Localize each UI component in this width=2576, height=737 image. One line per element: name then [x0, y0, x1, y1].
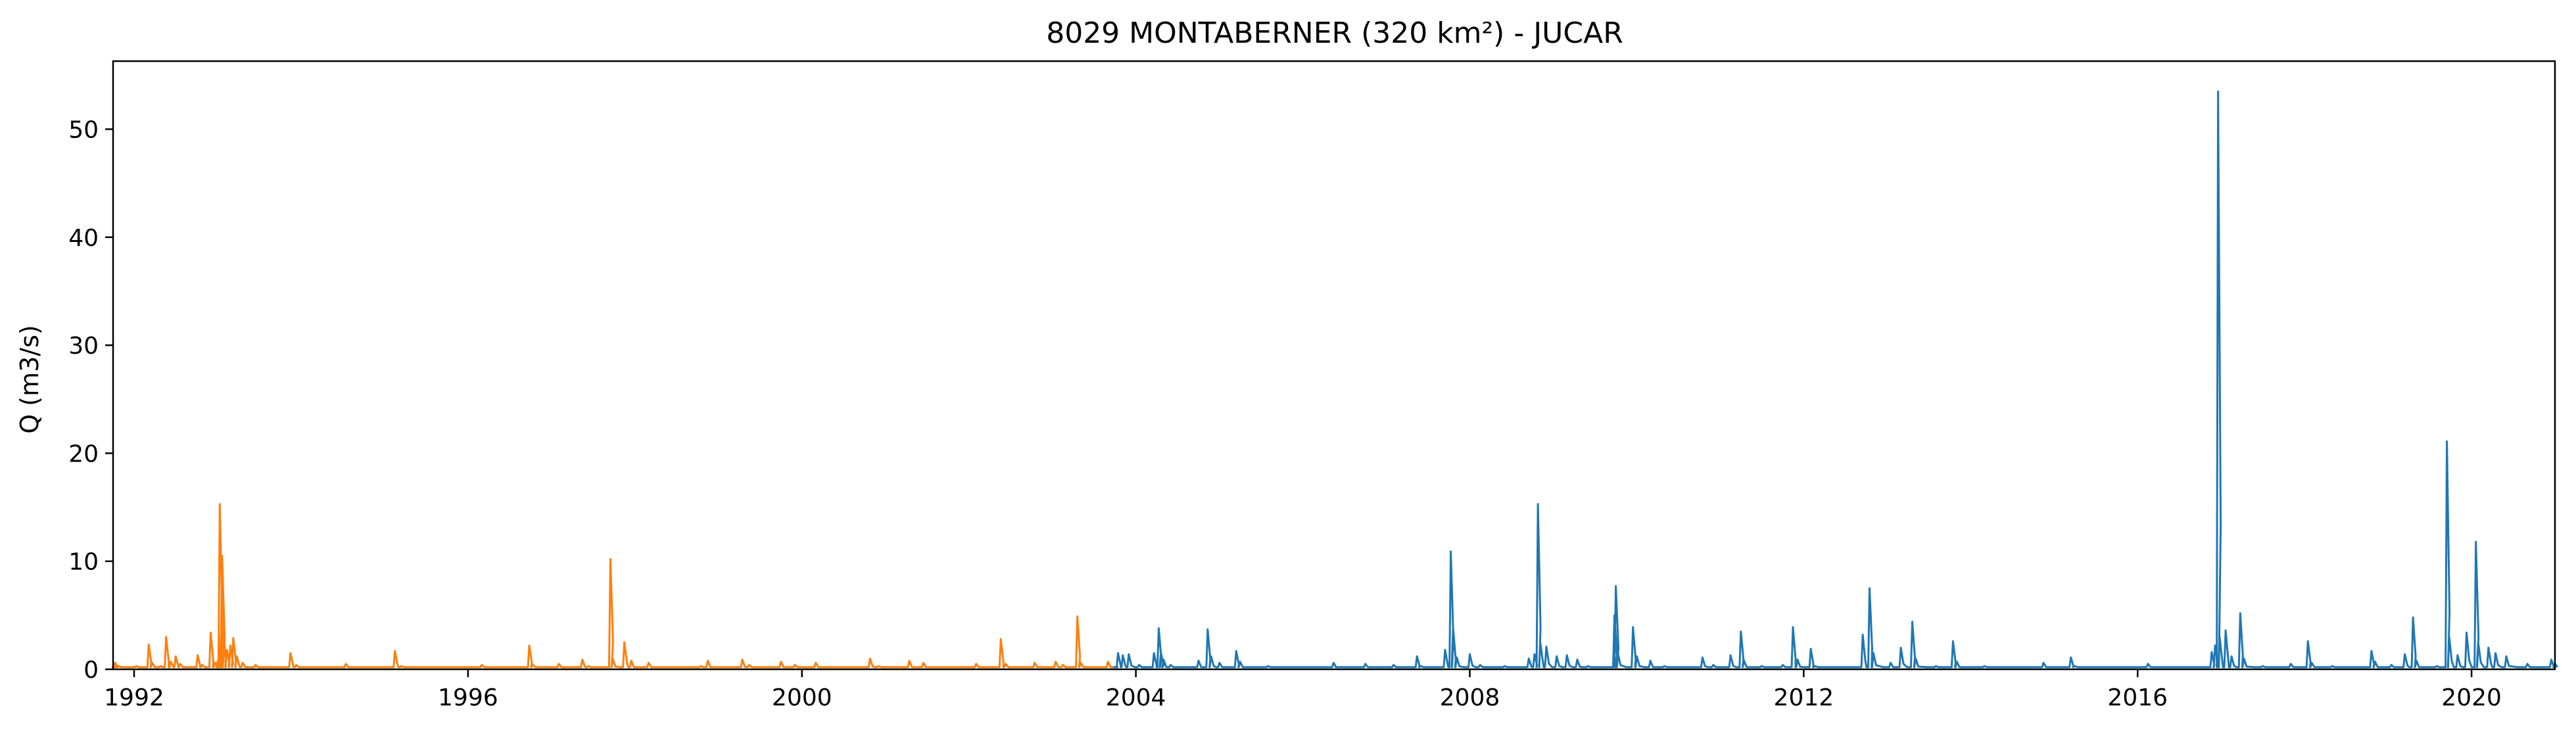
x-tick-label: 1996 [438, 684, 498, 711]
x-tick-label: 2012 [1774, 684, 1834, 711]
y-tick-label: 50 [68, 117, 99, 144]
x-tick-label: 2020 [2441, 684, 2502, 711]
y-axis-label: Q (m3/s) [15, 325, 44, 433]
x-tick-label: 1992 [104, 684, 164, 711]
x-tick-label: 2016 [2107, 684, 2168, 711]
y-tick-label: 10 [68, 549, 99, 576]
y-tick-label: 20 [68, 440, 99, 467]
series-line-0 [112, 503, 1115, 669]
y-tick-label: 40 [68, 225, 99, 252]
series-line-1 [1113, 90, 2559, 669]
y-tick-label: 0 [83, 657, 99, 684]
chart-title: 8029 MONTABERNER (320 km²) - JUCAR [1046, 16, 1623, 50]
series-layer [112, 90, 2559, 669]
y-tick-label: 30 [68, 333, 99, 360]
x-axis-ticks: 1992 1996 2000 2004 2008 2012 2016 2020 [104, 669, 2502, 711]
x-tick-label: 2008 [1440, 684, 1500, 711]
x-tick-label: 2000 [772, 684, 832, 711]
x-tick-label: 2004 [1106, 684, 1166, 711]
y-axis-ticks: 0 10 20 30 40 50 [68, 117, 113, 684]
plot-frame [112, 60, 2556, 671]
